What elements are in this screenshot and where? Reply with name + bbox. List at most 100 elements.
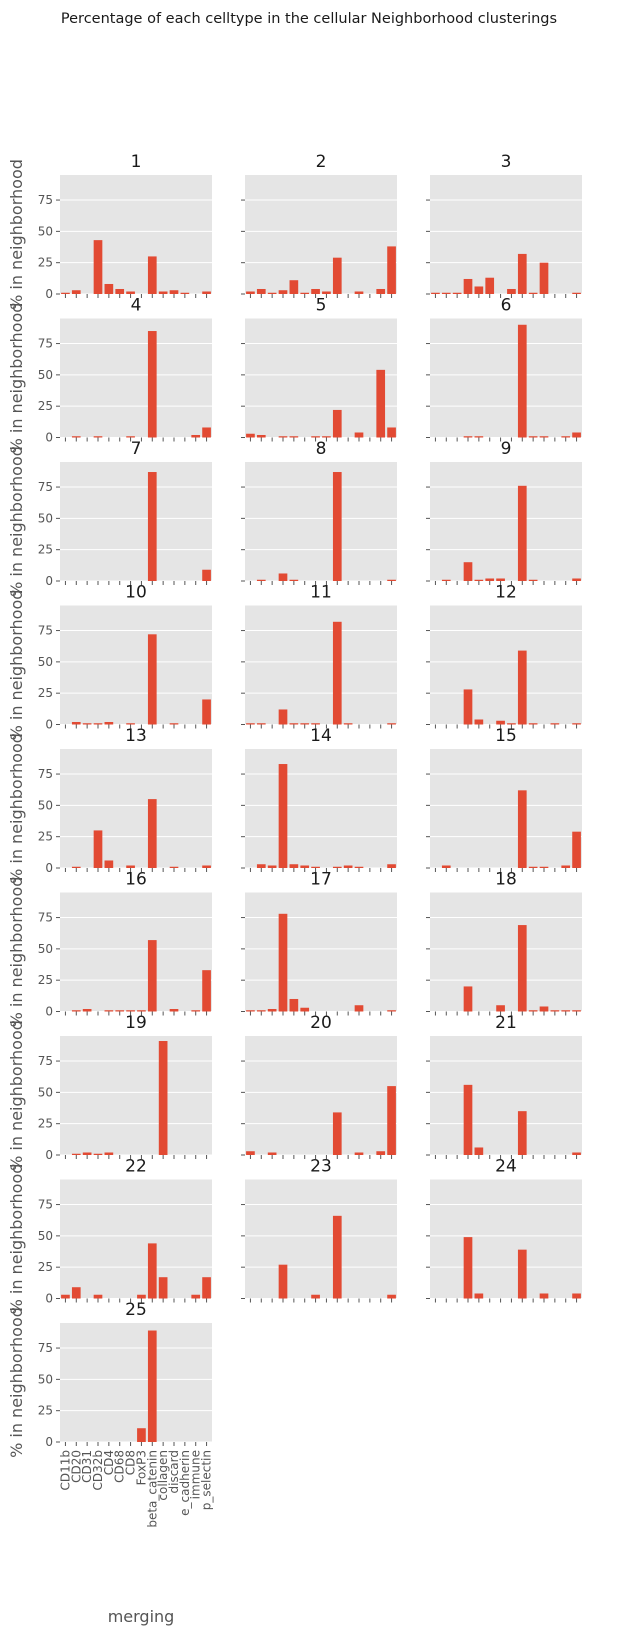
panel-background bbox=[245, 749, 397, 868]
panel-title: 24 bbox=[495, 1157, 517, 1177]
bar-beta_catenin bbox=[332, 409, 342, 438]
panel-title: 18 bbox=[495, 870, 517, 890]
bar-CD4 bbox=[474, 1293, 484, 1299]
bar-CD8 bbox=[311, 1294, 320, 1299]
panel-title: 11 bbox=[310, 583, 332, 603]
panel-8: 8 bbox=[241, 439, 397, 585]
y-tick-label: 25 bbox=[38, 1404, 53, 1418]
x-category-label: discard bbox=[167, 1450, 181, 1494]
bar-CD20 bbox=[441, 579, 451, 581]
bar-p_selectin bbox=[202, 1277, 211, 1299]
bar-CD11b bbox=[61, 1294, 70, 1299]
bar-beta_catenin bbox=[332, 257, 342, 294]
x-category-label: CD4 bbox=[102, 1450, 116, 1475]
y-axis-label: % in neighborhood bbox=[7, 159, 26, 310]
bar-CD20 bbox=[71, 1287, 81, 1299]
bar-discard bbox=[539, 436, 549, 438]
panel-24: 24 bbox=[426, 1157, 582, 1303]
panel-title: 1 bbox=[131, 152, 142, 172]
y-tick-label: 75 bbox=[38, 1341, 53, 1355]
bar-collagen bbox=[528, 436, 538, 438]
bar-CD8 bbox=[496, 1005, 505, 1012]
bar-beta_catenin bbox=[517, 925, 527, 1012]
y-tick-label: 25 bbox=[38, 1260, 53, 1274]
x-category-label: CD20 bbox=[69, 1450, 83, 1483]
bar-CD32b bbox=[93, 436, 103, 438]
bar-CD31 bbox=[452, 292, 462, 294]
bar-CD32b bbox=[278, 290, 288, 294]
bar-CD32b bbox=[93, 1153, 103, 1155]
y-tick-label: 50 bbox=[38, 655, 53, 669]
panel-title: 22 bbox=[125, 1157, 147, 1177]
panel-title: 21 bbox=[495, 1013, 517, 1033]
bar-e_cadherin bbox=[550, 723, 560, 725]
x-category-label: p_selectin bbox=[200, 1450, 214, 1510]
bar-p_selectin bbox=[572, 292, 581, 294]
bar-CD32b bbox=[463, 1084, 473, 1155]
bar-discard bbox=[169, 866, 179, 868]
y-axis-label: % in neighborhood bbox=[7, 877, 26, 1028]
bar-CD32b bbox=[463, 562, 473, 581]
bar-immune bbox=[376, 1151, 386, 1155]
bar-CD32b bbox=[463, 1237, 473, 1299]
y-tick-label: 50 bbox=[38, 511, 53, 525]
bar-CD20 bbox=[71, 866, 81, 868]
panel-title: 16 bbox=[125, 870, 147, 890]
panel-2: 2 bbox=[241, 152, 397, 298]
bar-CD20 bbox=[441, 865, 451, 868]
panel-title: 17 bbox=[310, 870, 332, 890]
bar-CD32b bbox=[93, 723, 103, 725]
bar-CD20 bbox=[256, 723, 266, 725]
bar-immune bbox=[191, 434, 201, 438]
bar-CD4 bbox=[289, 579, 299, 581]
bar-CD32b bbox=[463, 436, 473, 438]
y-tick-label: 0 bbox=[45, 1148, 53, 1162]
bar-p_selectin bbox=[572, 578, 581, 581]
panel-background bbox=[245, 318, 397, 438]
y-tick-label: 25 bbox=[38, 1117, 53, 1131]
y-tick-label: 75 bbox=[38, 911, 53, 925]
panel-23: 23 bbox=[241, 1157, 397, 1303]
bar-discard bbox=[354, 866, 364, 868]
bar-p_selectin bbox=[387, 246, 396, 294]
panel-background bbox=[60, 318, 212, 438]
bar-CD8 bbox=[126, 1010, 135, 1012]
panel-3: 3 bbox=[426, 152, 582, 298]
bar-FoxP3 bbox=[137, 1294, 146, 1299]
panel-background bbox=[430, 892, 582, 1012]
bar-CD20 bbox=[256, 864, 266, 868]
bar-CD68 bbox=[115, 1010, 125, 1012]
panel-background bbox=[430, 175, 582, 294]
bar-immune bbox=[191, 1010, 201, 1012]
bar-beta_catenin bbox=[147, 1330, 157, 1442]
bar-discard bbox=[354, 291, 364, 294]
panel-background bbox=[60, 1323, 212, 1442]
panel-background bbox=[60, 175, 212, 294]
y-tick-label: 0 bbox=[45, 1435, 53, 1449]
bar-beta_catenin bbox=[147, 256, 157, 294]
bar-discard bbox=[169, 1008, 179, 1012]
y-tick-label: 0 bbox=[45, 861, 53, 875]
bar-p_selectin bbox=[387, 864, 396, 868]
bar-collagen bbox=[528, 723, 538, 725]
bar-CD68 bbox=[300, 292, 310, 294]
bar-CD11b bbox=[61, 292, 70, 294]
bar-CD11b bbox=[246, 1151, 255, 1155]
panel-title: 5 bbox=[316, 296, 327, 316]
bar-beta_catenin bbox=[147, 799, 157, 868]
bar-immune bbox=[561, 865, 571, 868]
bar-p_selectin bbox=[572, 723, 581, 725]
panel-background bbox=[60, 1036, 212, 1155]
panel-background bbox=[245, 462, 397, 581]
bar-CD31 bbox=[267, 1152, 277, 1155]
y-axis-label: % in neighborhood bbox=[7, 733, 26, 884]
bar-FoxP3 bbox=[322, 436, 331, 438]
y-tick-label: 50 bbox=[38, 1372, 53, 1386]
bar-p_selectin bbox=[387, 1010, 396, 1012]
y-tick-label: 50 bbox=[38, 224, 53, 238]
bar-collagen bbox=[343, 865, 353, 868]
bar-p_selectin bbox=[387, 723, 396, 725]
panel-title: 10 bbox=[125, 583, 147, 603]
panel-background bbox=[430, 1036, 582, 1155]
bar-discard bbox=[539, 866, 549, 868]
